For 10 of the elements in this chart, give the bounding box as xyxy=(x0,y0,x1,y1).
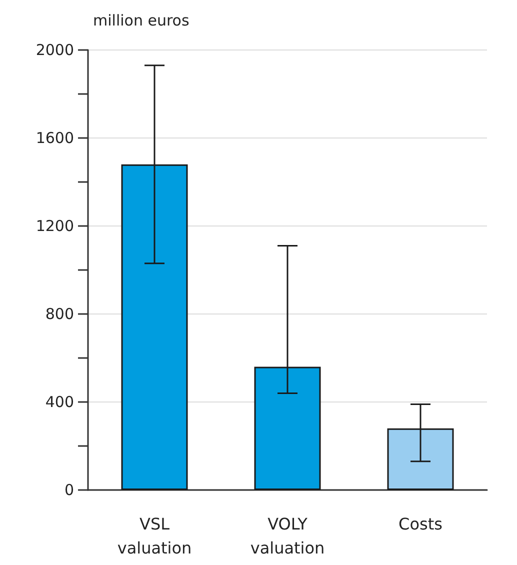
y-tick-label: 0 xyxy=(64,481,74,499)
y-axis-title: million euros xyxy=(93,12,190,30)
y-tick-label: 1600 xyxy=(36,129,74,147)
x-tick-label: Costs xyxy=(398,514,442,534)
y-tick-label: 1200 xyxy=(36,217,74,235)
y-tick-label: 400 xyxy=(45,393,74,411)
x-tick-label: VSL valuation xyxy=(117,514,192,558)
x-tick-label: VOLY valuation xyxy=(250,514,325,558)
y-tick-label: 800 xyxy=(45,305,74,323)
y-tick-label: 2000 xyxy=(36,41,74,59)
